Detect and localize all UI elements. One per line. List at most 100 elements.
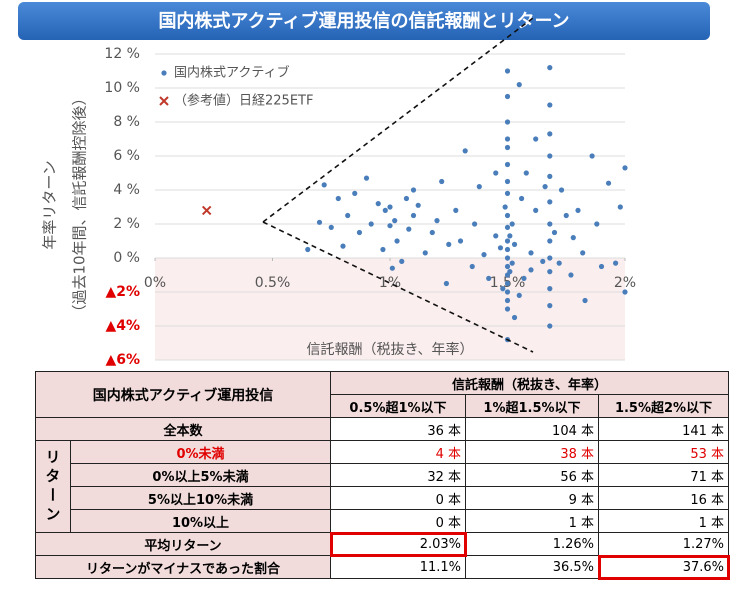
data-point	[528, 267, 534, 273]
data-point	[443, 280, 449, 287]
row-label: 5%以上10%未満	[70, 486, 331, 510]
data-point	[575, 207, 581, 213]
legend-marker	[161, 70, 167, 76]
table-cell: 11.1%	[330, 555, 466, 579]
table-cell: 1 本	[465, 509, 599, 533]
data-point	[380, 246, 386, 253]
data-point	[507, 233, 513, 239]
data-point	[504, 190, 511, 196]
row-label: 全本数	[35, 417, 331, 441]
data-point	[547, 102, 553, 108]
group-header: 信託報酬（税抜き、年率）	[329, 371, 730, 395]
data-point	[340, 243, 346, 249]
column-header: 1%超1.5%以下	[465, 394, 599, 418]
data-point	[511, 241, 518, 247]
data-point	[605, 180, 612, 186]
data-point	[504, 68, 511, 74]
data-point	[429, 229, 435, 236]
data-point	[375, 201, 381, 207]
data-point	[568, 272, 574, 278]
data-point	[368, 221, 374, 227]
y-axis-title: 年率リターン	[41, 160, 59, 249]
data-point	[533, 207, 539, 213]
table-cell: 4 本	[330, 440, 466, 464]
data-point	[439, 178, 445, 185]
data-point	[504, 289, 511, 295]
row-label: 0%以上5%未満	[70, 463, 331, 487]
data-point	[462, 148, 468, 154]
table-cell: 2.03%	[329, 531, 467, 557]
data-point	[504, 136, 511, 142]
data-point	[316, 219, 323, 225]
data-point	[476, 184, 482, 190]
data-point	[504, 144, 511, 151]
table-cell: 1 本	[597, 509, 730, 533]
y-axis-title: （過去10年間、信託報酬控除後）	[71, 90, 89, 319]
data-point	[516, 292, 522, 298]
table-cell: 0 本	[330, 509, 466, 533]
data-point	[523, 170, 529, 176]
data-point	[406, 226, 412, 232]
data-point	[516, 82, 522, 88]
data-point	[547, 199, 553, 205]
data-point	[504, 255, 511, 261]
data-point	[547, 323, 553, 329]
data-point	[446, 241, 452, 247]
data-point	[493, 170, 499, 176]
data-point	[352, 190, 358, 196]
data-point	[563, 212, 569, 219]
data-point	[305, 246, 311, 253]
data-point	[345, 212, 351, 219]
x-axis-title: 信託報酬（税抜き、年率）	[306, 341, 473, 358]
data-point	[556, 260, 562, 266]
data-point	[321, 182, 327, 188]
title-bar	[18, 2, 710, 40]
data-point	[547, 269, 553, 275]
data-point	[547, 221, 553, 227]
y-tick-label: 10 %	[104, 80, 140, 96]
etf-point	[201, 205, 212, 216]
table-cell: 1.26%	[465, 532, 599, 556]
data-point	[504, 306, 511, 312]
data-point	[504, 246, 511, 253]
data-point	[389, 265, 395, 271]
data-point	[481, 252, 487, 258]
y-tick-label: 12 %	[104, 46, 140, 62]
data-point	[335, 195, 341, 202]
table-cell: 32 本	[330, 463, 466, 487]
x-tick-label: 1%	[379, 275, 401, 291]
data-point	[415, 202, 421, 208]
data-point	[453, 207, 459, 213]
data-point	[511, 314, 518, 321]
data-point	[594, 221, 600, 227]
side-label: リターン	[35, 440, 71, 533]
data-point	[493, 233, 499, 239]
data-point	[507, 269, 513, 275]
table-cell: 37.6%	[597, 554, 730, 580]
table-cell: 1.27%	[597, 532, 730, 556]
x-tick-label: 0.5%	[255, 275, 291, 291]
y-tick-label: 6 %	[113, 148, 140, 164]
column-header: 0.5%超1%以下	[330, 394, 466, 418]
x-tick-label: 2%	[614, 275, 636, 291]
data-point	[387, 204, 393, 210]
data-point	[363, 175, 370, 181]
chart-title: 国内株式アクティブ運用投信の信託報酬とリターン	[158, 10, 569, 32]
trend-boundary	[262, 17, 534, 223]
table-cell: 71 本	[597, 463, 730, 487]
data-point	[504, 93, 511, 100]
data-point	[497, 245, 504, 251]
data-point	[509, 221, 515, 227]
data-point	[521, 275, 527, 281]
data-point	[558, 187, 565, 193]
table-corner: 国内株式アクティブ運用投信	[35, 371, 331, 418]
table-cell: 56 本	[465, 463, 599, 487]
data-point	[403, 195, 410, 202]
data-point	[528, 250, 534, 256]
negative-region	[155, 258, 625, 360]
data-point	[394, 238, 400, 244]
y-tick-label: ▲4%	[105, 318, 140, 334]
y-tick-label: 4 %	[113, 182, 140, 198]
data-point	[434, 218, 440, 224]
y-tick-label: 2 %	[113, 216, 140, 232]
